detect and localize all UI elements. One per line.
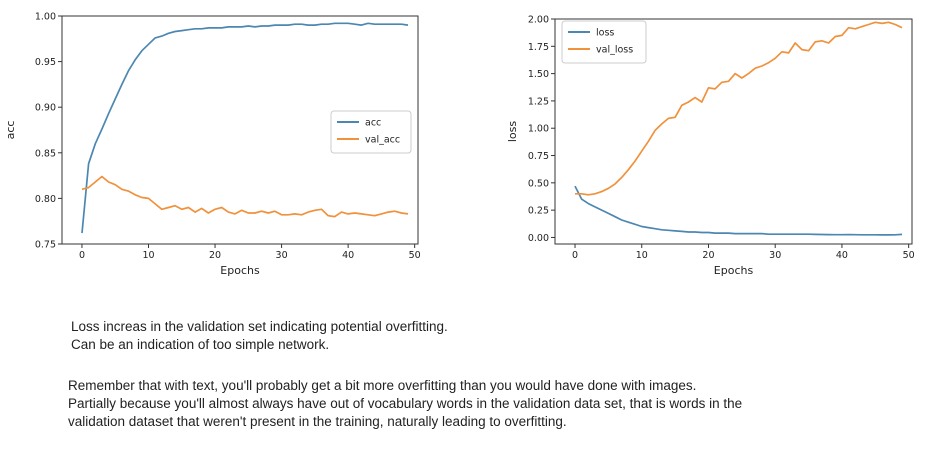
y-tick-label: 1.25 [528, 96, 549, 107]
legend-label-loss: loss [596, 28, 614, 39]
y-tick-label: 0.80 [35, 194, 56, 205]
x-tick-label: 10 [636, 250, 648, 261]
legend-label-val-loss: val_loss [596, 45, 633, 56]
x-tick-label: 20 [702, 250, 714, 261]
plot-frame [554, 18, 913, 245]
y-tick-label: 0.85 [35, 148, 56, 159]
y-tick-label: 1.00 [35, 12, 56, 23]
y-tick-label: 0.00 [528, 233, 549, 244]
y-tick-label: 0.75 [35, 240, 56, 251]
x-tick-label: 40 [836, 250, 848, 261]
x-tick-label: 30 [276, 250, 288, 261]
loss-chart: 0 10 20 30 40 50 0.00 0.25 0.50 0.75 1.00 1.25 1.50 1… [506, 15, 915, 278]
x-axis-label: Epochs [220, 264, 260, 277]
x-tick-label: 0 [572, 250, 578, 261]
y-tick-label: 1.50 [528, 69, 549, 80]
x-axis-label: Epochs [714, 264, 754, 277]
y-tick-label: 0.25 [528, 206, 549, 217]
plot-frame [61, 15, 419, 245]
y-tick-label: 0.95 [35, 57, 56, 68]
note-line: Partially because you'll almost always h… [68, 396, 743, 411]
x-tick-label: 10 [142, 250, 154, 261]
accuracy-chart: 0 10 20 30 40 50 0.75 0.80 0.85 0.90 0.95 1.00 Epoch… [4, 12, 421, 278]
x-tick-label: 50 [903, 250, 915, 261]
legend-label-val-acc: val_acc [365, 135, 400, 146]
note-line: validation dataset that weren't present … [68, 414, 567, 429]
legend: loss val_loss [561, 20, 647, 64]
note-paragraph-1: Loss increas in the validation set indic… [71, 318, 448, 354]
y-tick-label: 0.90 [35, 103, 56, 114]
note-line: Can be an indication of too simple netwo… [71, 337, 330, 352]
x-tick-label: 30 [769, 250, 781, 261]
y-tick-label: 0.50 [528, 178, 549, 189]
y-tick-label: 1.00 [528, 124, 549, 135]
x-tick-label: 20 [209, 250, 221, 261]
legend-label-acc: acc [365, 118, 381, 129]
note-paragraph-2: Remember that with text, you'll probably… [68, 377, 742, 431]
x-tick-label: 50 [409, 250, 421, 261]
y-tick-label: 1.75 [528, 42, 549, 53]
y-tick-label: 2.00 [528, 15, 549, 26]
x-tick-label: 0 [79, 250, 85, 261]
y-axis-label: acc [4, 121, 17, 140]
note-line: Remember that with text, you'll probably… [68, 378, 697, 393]
legend: acc val_acc [330, 110, 412, 154]
series-line-val-loss [575, 21, 903, 196]
note-line: Loss increas in the validation set indic… [71, 319, 448, 334]
series-line-val-acc [81, 175, 409, 218]
series-line-acc [81, 22, 409, 234]
y-tick-label: 0.75 [528, 151, 549, 162]
series-line-loss [574, 185, 903, 236]
x-tick-label: 40 [342, 250, 354, 261]
y-axis-label: loss [506, 121, 519, 143]
